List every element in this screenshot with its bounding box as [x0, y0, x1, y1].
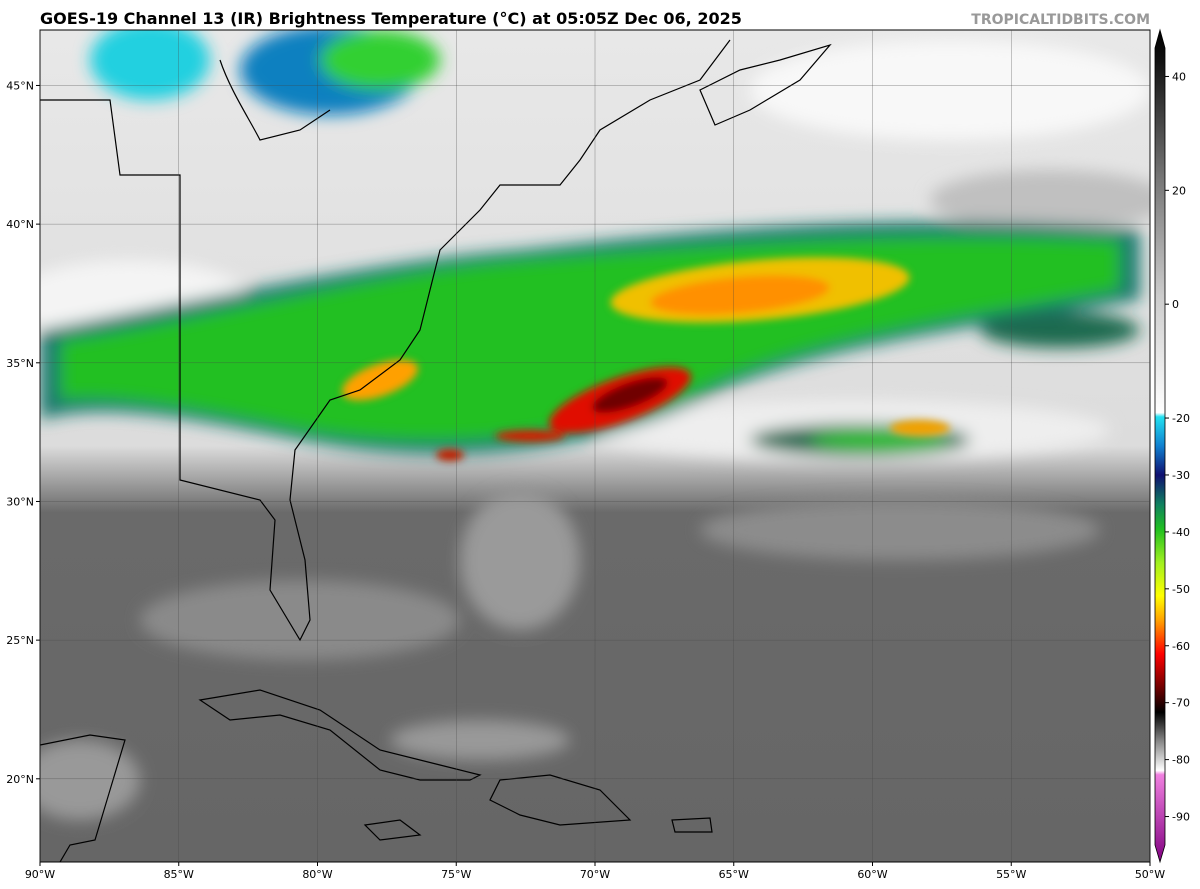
colorbar-tick-label: -90	[1172, 811, 1190, 824]
colorbar-tick-label: -60	[1172, 640, 1190, 653]
y-tick-label: 35°N	[6, 357, 34, 370]
x-tick-label: 90°W	[25, 868, 55, 881]
map-title: GOES-19 Channel 13 (IR) Brightness Tempe…	[40, 9, 742, 28]
colorbar	[1154, 28, 1166, 864]
colorbar-tick-label: -20	[1172, 412, 1190, 425]
x-tick-label: 70°W	[580, 868, 610, 881]
colorbar-tick-label: 40	[1172, 70, 1186, 83]
y-tick-label: 40°N	[6, 218, 34, 231]
satellite-imagery	[40, 30, 1150, 862]
x-tick-label: 60°W	[857, 868, 887, 881]
colorbar-tick-label: -70	[1172, 697, 1190, 710]
colorbar-tick-label: -80	[1172, 754, 1190, 767]
colorbar-tick-label: -30	[1172, 469, 1190, 482]
colorbar-tick-label: 20	[1172, 184, 1186, 197]
x-tick-label: 65°W	[719, 868, 749, 881]
y-tick-label: 20°N	[6, 773, 34, 786]
credit: TROPICALTIDBITS.COM	[971, 12, 1150, 28]
colorbar-tick-label: -50	[1172, 583, 1190, 596]
x-tick-label: 50°W	[1135, 868, 1165, 881]
x-tick-label: 85°W	[164, 868, 194, 881]
x-tick-label: 55°W	[996, 868, 1026, 881]
y-tick-label: 25°N	[6, 634, 34, 647]
colorbar-tick-label: 0	[1172, 298, 1179, 311]
x-tick-label: 80°W	[302, 868, 332, 881]
y-tick-label: 30°N	[6, 495, 34, 508]
colorbar-tick-label: -40	[1172, 526, 1190, 539]
y-tick-label: 45°N	[6, 79, 34, 92]
x-tick-label: 75°W	[441, 868, 471, 881]
